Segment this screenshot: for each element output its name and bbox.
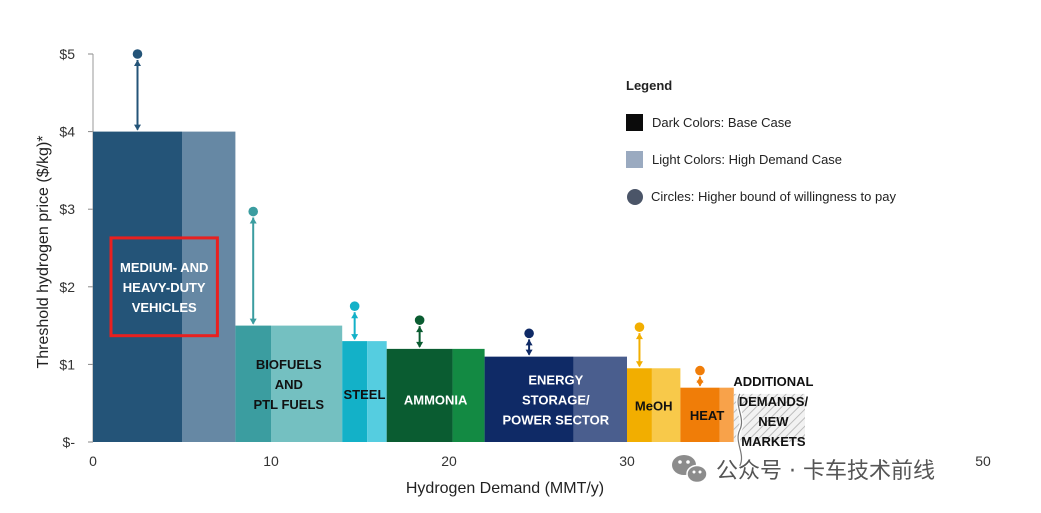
- bar-label-ammonia: AMMONIA: [404, 392, 468, 407]
- bar-biofuels-and-ptl-fuels-base: [235, 325, 271, 442]
- y-tick-label: $1: [59, 356, 75, 372]
- willingness-markers: [132, 49, 705, 387]
- y-axis-ticks: $- $1 $2 $3 $4 $5: [59, 46, 94, 450]
- marker-ammonia: [414, 315, 425, 348]
- x-tick-label: 20: [441, 453, 457, 469]
- y-tick-label: $3: [59, 201, 75, 217]
- x-tick-label: 0: [89, 453, 97, 469]
- arrow-down-icon: [351, 334, 359, 341]
- bar-label-line: MARKETS: [741, 434, 806, 449]
- bar-label-line: AND: [275, 377, 303, 392]
- bars: [93, 131, 805, 467]
- y-tick-label: $-: [63, 434, 76, 450]
- bar-additional-demands-new-markets-high-demand: [733, 393, 805, 442]
- x-tick-label: 10: [263, 453, 279, 469]
- marker-circle: [524, 328, 534, 339]
- bar-steel-high-demand: [367, 341, 387, 442]
- x-axis-title: Hydrogen Demand (MMT/y): [406, 480, 604, 497]
- bar-label-line: VEHICLES: [132, 300, 197, 315]
- marker-energy-storage-power-sector: [524, 328, 534, 356]
- bar-label-line: STORAGE/: [522, 392, 590, 407]
- y-axis-title: Threshold hydrogen price ($/kg)*: [35, 135, 52, 368]
- bar-label-energy-storage-power-sector: ENERGY STORAGE/POWER SECTOR: [502, 372, 609, 427]
- legend-item-label: Circles: Higher bound of willingness to …: [651, 189, 896, 204]
- legend-title: Legend: [626, 78, 672, 93]
- bar-label-medium-and-heavy-duty-vehicles: MEDIUM- AND HEAVY-DUTY VEHICLES: [120, 260, 208, 315]
- bar-ammonia-high-demand: [452, 348, 485, 442]
- marker-circle: [634, 322, 645, 332]
- marker-heat: [695, 365, 705, 387]
- arrow-down-icon: [134, 124, 141, 131]
- arrow-up-icon: [351, 312, 359, 319]
- bar-label-line: ADDITIONAL: [733, 374, 813, 389]
- marker-circle: [414, 315, 425, 325]
- legend: Legend Dark Colors: Base Case Light Colors…: [626, 78, 896, 205]
- arrow-up-icon: [416, 326, 424, 333]
- marker-medium-and-heavy-duty-vehicles: [132, 49, 143, 131]
- x-tick-label: 30: [619, 453, 635, 469]
- marker-meoh: [634, 322, 645, 368]
- bar-meoh-high-demand: [651, 368, 681, 442]
- bar-label-meoh: MeOH: [635, 399, 673, 414]
- bar-label-line: NEW: [758, 414, 789, 429]
- bar-label-line: HEAVY-DUTY: [123, 280, 206, 295]
- y-tick-label: $5: [59, 46, 75, 62]
- bar-label-additional-demands-new-markets: ADDITIONAL DEMANDS/NEW MARKETS: [733, 374, 813, 449]
- marker-circle: [132, 49, 143, 59]
- watermark: 公众号 · 卡车技术前线: [672, 455, 935, 484]
- arrow-down-icon: [635, 361, 643, 368]
- marker-steel: [349, 301, 360, 341]
- watermark-text: 公众号 · 卡车技术前线: [716, 459, 935, 484]
- wechat-icon: [672, 455, 708, 484]
- arrow-down-icon: [249, 318, 257, 325]
- y-tick-label: $2: [59, 279, 75, 295]
- bar-label-line: MeOH: [635, 399, 673, 414]
- arrow-up-icon: [249, 217, 257, 224]
- bar-meoh-base: [627, 368, 652, 442]
- bar-label-line: HEAT: [690, 408, 724, 423]
- arrow-down-icon: [525, 349, 533, 356]
- bar-label-heat: HEAT: [690, 408, 724, 423]
- bar-label-line: BIOFUELS: [256, 357, 322, 372]
- bar-heat-base: [680, 387, 720, 442]
- legend-circle-swatch: [627, 189, 643, 205]
- bar-label-line: ENERGY: [528, 372, 583, 387]
- legend-square-swatch: [626, 114, 643, 131]
- bar-medium-and-heavy-duty-vehicles-base: [93, 131, 182, 442]
- arrow-up-icon: [134, 60, 141, 66]
- highlight-box: [109, 236, 219, 338]
- marker-circle: [349, 301, 360, 312]
- bar-biofuels-and-ptl-fuels-high-demand: [271, 325, 343, 442]
- bar-label-line: AMMONIA: [404, 392, 468, 407]
- bar-ammonia-base: [386, 348, 453, 442]
- bar-labels: MEDIUM- AND HEAVY-DUTY VEHICLES BIOFUELS AND…: [109, 236, 814, 449]
- legend-item-label: Dark Colors: Base Case: [652, 115, 791, 130]
- bar-label-line: DEMANDS/: [739, 394, 809, 409]
- bar-label-line: POWER SECTOR: [502, 412, 609, 427]
- bar-heat-high-demand: [719, 387, 734, 442]
- marker-circle: [248, 206, 258, 217]
- bar-label-biofuels-and-ptl-fuels: BIOFUELS AND PTL FUELS: [254, 357, 325, 412]
- x-tick-label: 50: [975, 453, 991, 469]
- y-tick-label: $4: [59, 124, 75, 140]
- arrow-up-icon: [635, 333, 643, 340]
- bar-steel-base: [342, 341, 368, 442]
- bar-label-line: STEEL: [343, 387, 385, 402]
- bar-energy-storage-power-sector-high-demand: [573, 356, 627, 442]
- legend-square-swatch: [626, 151, 643, 168]
- bar-energy-storage-power-sector-base: [484, 356, 574, 442]
- bar-label-steel: STEEL: [343, 387, 385, 402]
- bar-label-line: MEDIUM- AND: [120, 260, 208, 275]
- axis-break-line: [737, 393, 743, 467]
- bar-label-line: PTL FUELS: [254, 397, 325, 412]
- arrow-down-icon: [696, 380, 704, 387]
- arrow-down-icon: [416, 341, 424, 348]
- marker-biofuels-and-ptl-fuels: [248, 206, 258, 325]
- marker-circle: [695, 365, 705, 376]
- legend-item-label: Light Colors: High Demand Case: [652, 152, 842, 167]
- arrow-up-icon: [525, 339, 533, 346]
- bar-medium-and-heavy-duty-vehicles-high-demand: [182, 131, 236, 442]
- x-axis-ticks: 0 10 20 30 50: [89, 453, 991, 469]
